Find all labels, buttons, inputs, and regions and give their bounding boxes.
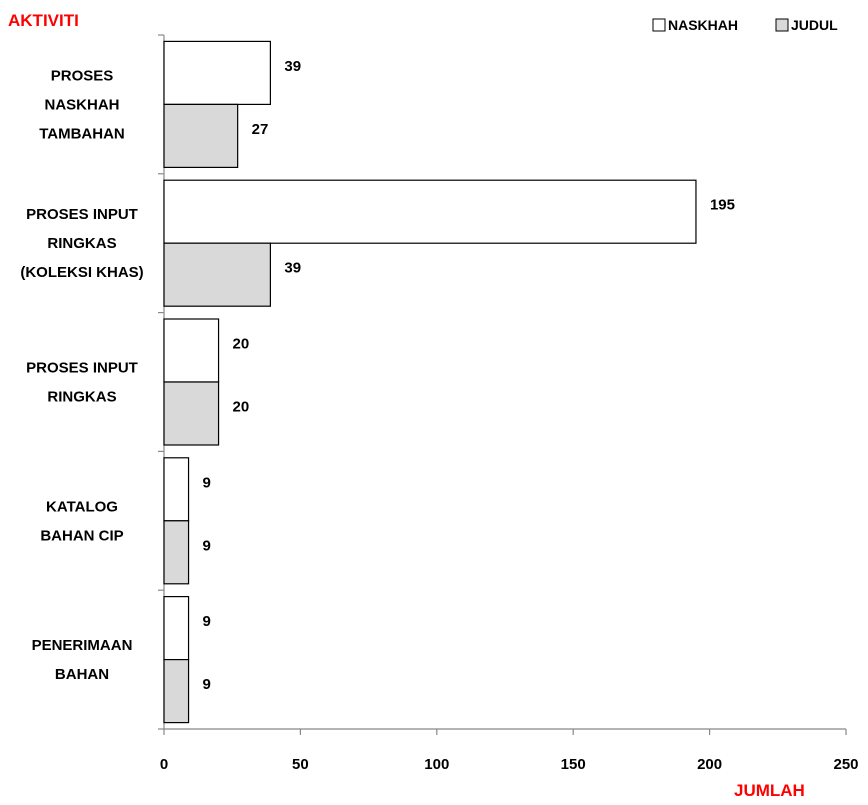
category-label: PROSES INPUT bbox=[26, 360, 138, 377]
bar-value-label: 9 bbox=[203, 676, 211, 693]
category-label: TAMBAHAN bbox=[39, 125, 125, 142]
plot-area: 0 50 100 150 200 250 39 27 PROSES NASKHAH TAMBAHAN… bbox=[20, 34, 859, 773]
category-label: BAHAN bbox=[55, 666, 109, 683]
category-label: RINGKAS bbox=[47, 389, 116, 406]
x-tick-label: 150 bbox=[561, 756, 586, 773]
legend-swatch-judul bbox=[775, 18, 789, 32]
legend-label-judul: JUDUL bbox=[791, 17, 838, 33]
y-axis-title: AKTIVITI bbox=[8, 11, 79, 30]
bar-value-label: 39 bbox=[284, 58, 301, 75]
bar-value-label: 20 bbox=[233, 399, 250, 416]
bar-value-label: 9 bbox=[203, 613, 211, 630]
bar-naskhah bbox=[163, 457, 190, 522]
category-label: NASKHAH bbox=[45, 96, 120, 113]
bar-judul bbox=[163, 242, 271, 307]
category-label: PENERIMAAN bbox=[32, 637, 133, 654]
bar-judul bbox=[163, 381, 220, 446]
x-tick-label: 50 bbox=[292, 756, 309, 773]
legend-swatch-naskhah bbox=[652, 18, 666, 32]
bar-naskhah bbox=[163, 318, 220, 383]
x-tick-label: 250 bbox=[833, 756, 858, 773]
bar-value-label: 39 bbox=[284, 260, 301, 277]
x-tick-label: 200 bbox=[697, 756, 722, 773]
bar-value-label: 9 bbox=[203, 537, 211, 554]
category-label: PROSES bbox=[51, 67, 114, 84]
bar-value-label: 195 bbox=[710, 197, 735, 214]
category-label: BAHAN CIP bbox=[40, 527, 123, 544]
category-label: (KOLEKSI KHAS) bbox=[20, 264, 143, 281]
bar-value-label: 9 bbox=[203, 474, 211, 491]
bar-value-label: 27 bbox=[252, 121, 269, 138]
bar-judul bbox=[163, 103, 239, 169]
bar-judul bbox=[163, 520, 190, 585]
x-axis-title: JUMLAH bbox=[734, 781, 805, 800]
bar-naskhah bbox=[163, 595, 190, 661]
category-label: KATALOG bbox=[46, 498, 118, 515]
x-tick-label: 100 bbox=[424, 756, 449, 773]
category-label: RINGKAS bbox=[47, 235, 116, 252]
x-tick-label: 0 bbox=[160, 756, 168, 773]
category-label: PROSES INPUT bbox=[26, 206, 138, 223]
bar-value-label: 20 bbox=[233, 336, 250, 353]
legend-label-naskhah: NASKHAH bbox=[668, 17, 738, 33]
bar-naskhah bbox=[163, 40, 271, 106]
bar-judul bbox=[163, 658, 190, 724]
bar-naskhah bbox=[163, 179, 697, 244]
legend: NASKHAH JUDUL bbox=[652, 17, 838, 33]
